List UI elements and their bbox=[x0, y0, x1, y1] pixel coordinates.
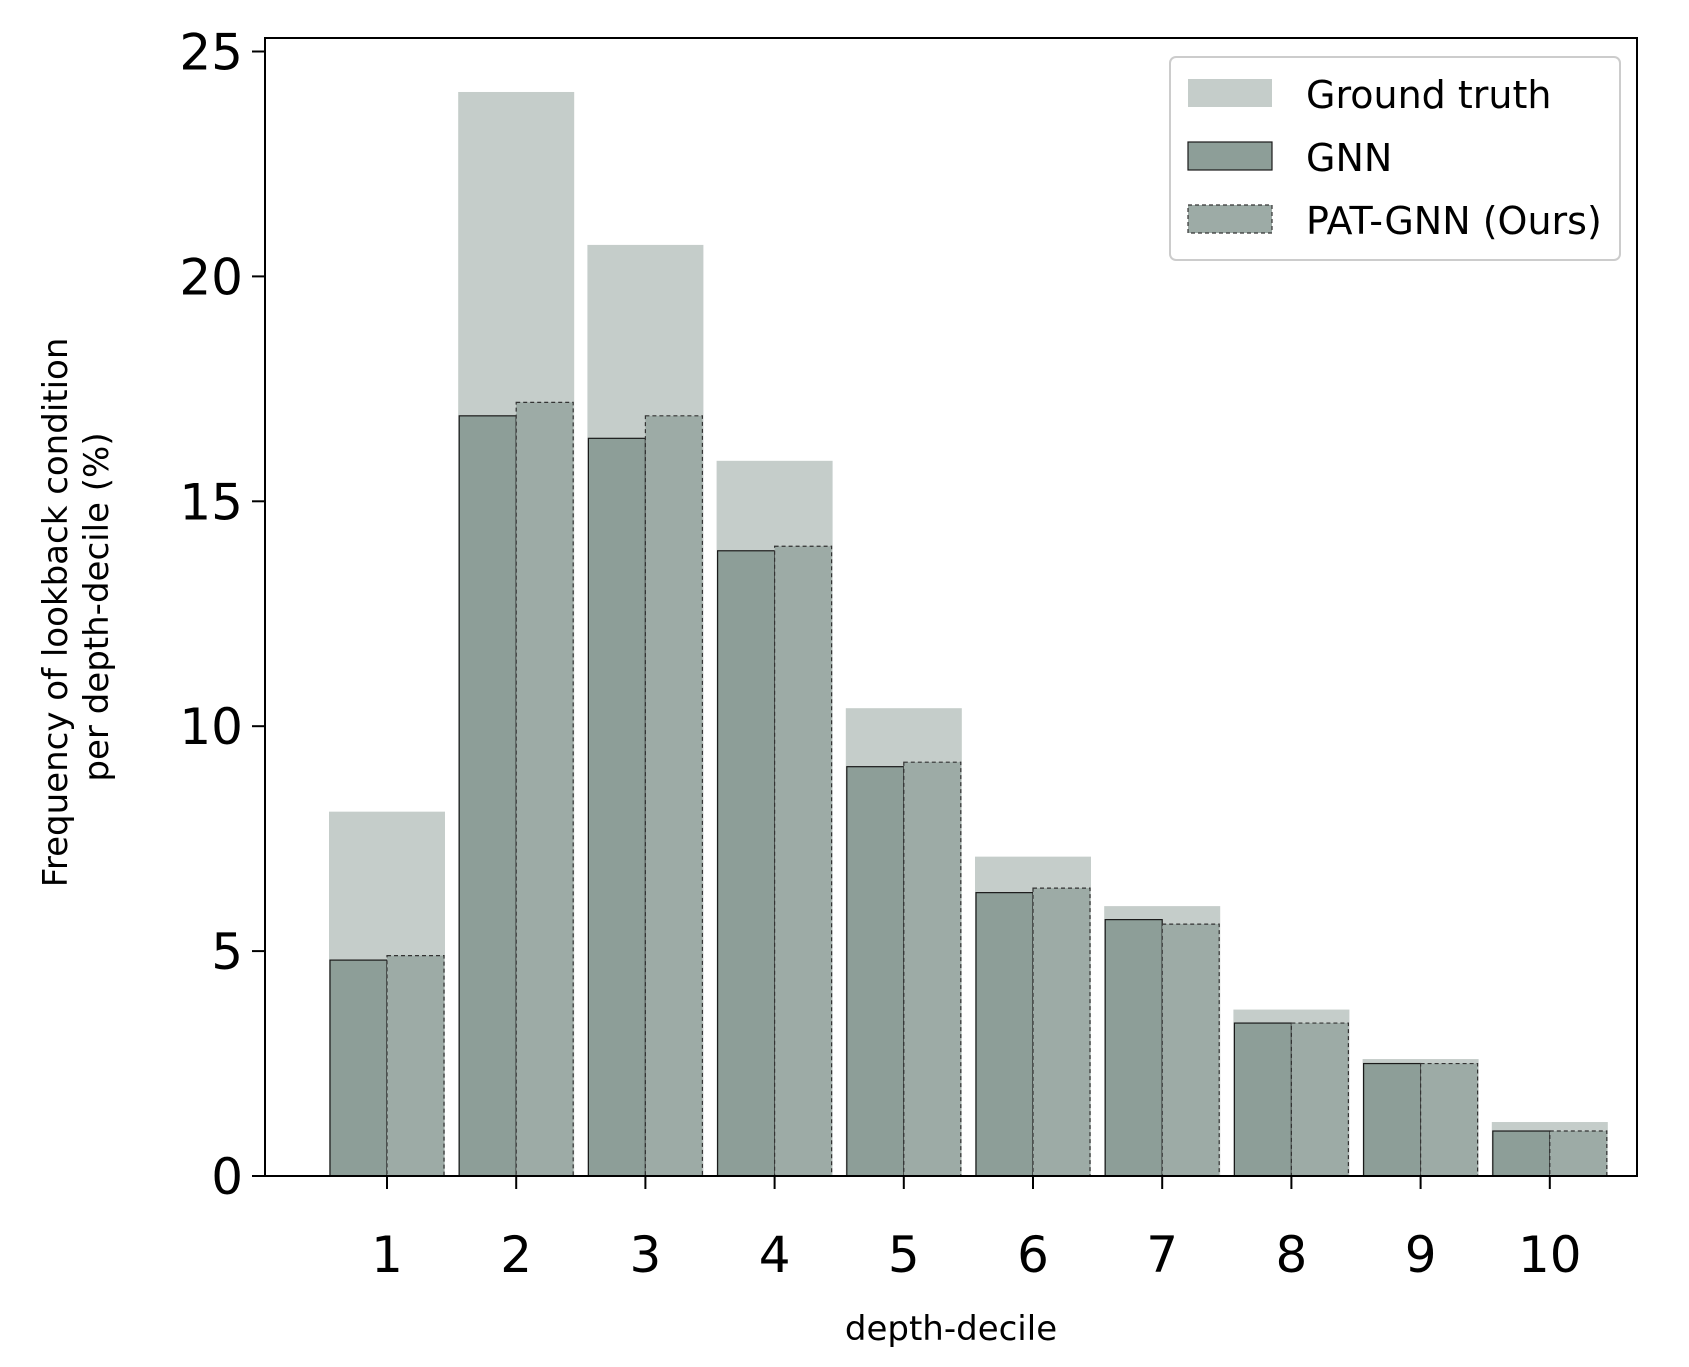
x-tick-label-4: 4 bbox=[759, 1226, 791, 1284]
y-axis-label-line-2: per depth-decile (%) bbox=[77, 432, 117, 781]
y-tick-label-20: 20 bbox=[179, 248, 243, 306]
x-axis-label: depth-decile bbox=[845, 1309, 1057, 1349]
pat-gnn-bars bbox=[386, 401, 1608, 1177]
pat-gnn-bar-5 bbox=[903, 761, 962, 1177]
y-tick-label-5: 5 bbox=[211, 923, 243, 981]
gnn-bar-10 bbox=[1492, 1130, 1551, 1177]
gnn-bar-8 bbox=[1233, 1022, 1293, 1177]
gnn-bar-9 bbox=[1362, 1062, 1422, 1177]
pat-gnn-bar-9 bbox=[1419, 1062, 1479, 1177]
gnn-bar-7 bbox=[1104, 919, 1163, 1177]
x-tick-label-2: 2 bbox=[500, 1226, 532, 1284]
x-tick-label-7: 7 bbox=[1146, 1226, 1178, 1284]
y-axis-label: Frequency of lookback condition per dept… bbox=[36, 327, 117, 887]
legend: Ground truth GNN PAT-GNN (Ours) bbox=[1169, 56, 1621, 261]
gnn-bar-2 bbox=[458, 415, 517, 1177]
x-tick-label-1: 1 bbox=[371, 1226, 403, 1284]
x-tick-label-3: 3 bbox=[629, 1226, 661, 1284]
plot-frame bbox=[264, 37, 1638, 1177]
x-tick-label-10: 10 bbox=[1518, 1226, 1582, 1284]
legend-swatch-pat-gnn bbox=[1187, 204, 1273, 234]
y-axis: 0 5 10 15 20 25 bbox=[179, 23, 265, 1206]
pat-gnn-bar-7 bbox=[1161, 923, 1220, 1177]
x-tick-label-8: 8 bbox=[1275, 1226, 1307, 1284]
pat-gnn-bar-6 bbox=[1032, 887, 1091, 1177]
pat-gnn-bar-1 bbox=[386, 954, 445, 1177]
gnn-bar-5 bbox=[846, 766, 905, 1177]
pat-gnn-bar-2 bbox=[515, 401, 574, 1177]
gnn-bar-1 bbox=[329, 959, 388, 1177]
gnn-bar-3 bbox=[587, 437, 647, 1177]
y-tick-label-15: 15 bbox=[179, 473, 243, 531]
pat-gnn-bar-4 bbox=[773, 545, 833, 1177]
y-tick-label-10: 10 bbox=[179, 698, 243, 756]
x-tick-label-6: 6 bbox=[1017, 1226, 1049, 1284]
pat-gnn-bar-10 bbox=[1549, 1130, 1608, 1177]
y-tick-label-25: 25 bbox=[179, 23, 243, 81]
legend-swatch-gnn bbox=[1187, 141, 1273, 171]
gnn-bar-6 bbox=[975, 892, 1034, 1177]
x-axis: 1 2 3 4 5 6 7 8 9 10 bbox=[371, 1176, 1582, 1284]
x-tick-label-5: 5 bbox=[888, 1226, 920, 1284]
x-tick-label-9: 9 bbox=[1405, 1226, 1437, 1284]
legend-label-gnn: GNN bbox=[1306, 136, 1392, 180]
legend-swatch-ground-truth bbox=[1188, 79, 1272, 107]
gnn-bars bbox=[329, 415, 1551, 1177]
legend-box bbox=[1169, 56, 1621, 261]
legend-label-ground-truth: Ground truth bbox=[1306, 73, 1551, 117]
gnn-bar-4 bbox=[716, 550, 776, 1177]
legend-label-pat-gnn: PAT-GNN (Ours) bbox=[1306, 199, 1602, 243]
pat-gnn-bar-3 bbox=[644, 415, 704, 1177]
y-axis-label-line-1: Frequency of lookback condition bbox=[36, 338, 76, 888]
y-tick-label-0: 0 bbox=[211, 1148, 243, 1206]
pat-gnn-bar-8 bbox=[1290, 1022, 1350, 1177]
